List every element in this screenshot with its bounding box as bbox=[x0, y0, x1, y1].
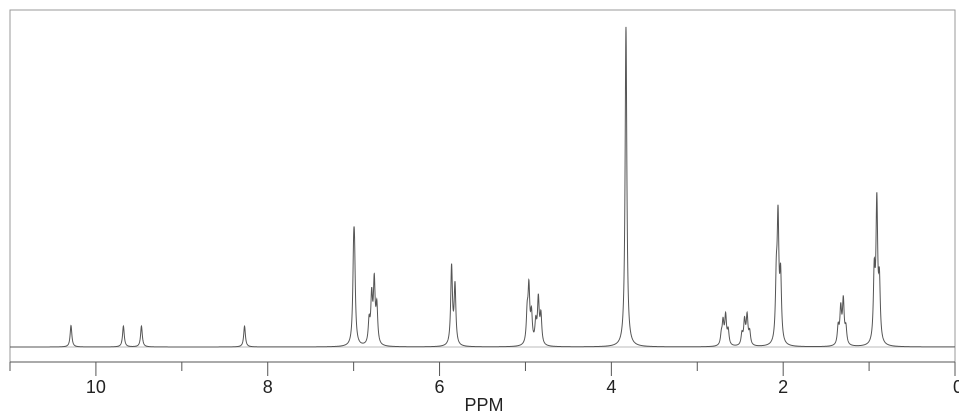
x-tick-label: 6 bbox=[435, 377, 445, 397]
x-tick-label: 10 bbox=[86, 377, 106, 397]
x-tick-label: 0 bbox=[953, 377, 959, 397]
x-tick-label: 8 bbox=[263, 377, 273, 397]
x-axis-title: PPM bbox=[464, 395, 503, 412]
x-axis: 10 8 6 4 2 0 bbox=[9, 361, 959, 397]
plot-frame bbox=[9, 9, 956, 363]
spectrum-trace-layer bbox=[10, 26, 955, 348]
spectrum-line bbox=[10, 26, 955, 348]
x-tick-label: 2 bbox=[778, 377, 788, 397]
x-tick-label: 4 bbox=[606, 377, 616, 397]
